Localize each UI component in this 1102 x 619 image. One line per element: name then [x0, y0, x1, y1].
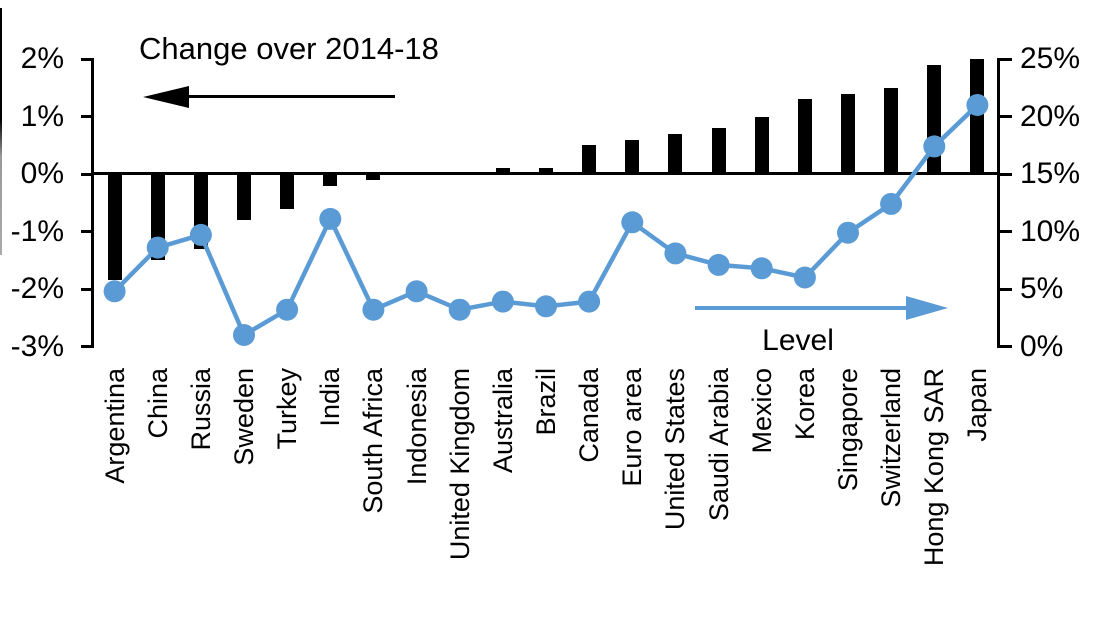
bar-korea	[797, 99, 812, 174]
category-label-india: India	[315, 368, 346, 427]
left-axis-tick-label: 1%	[20, 99, 64, 133]
category-label-euro-area: Euro area	[617, 368, 648, 487]
level-marker-united-states	[664, 242, 687, 265]
figure-edge-artifact	[0, 8, 2, 255]
right-axis-tick-label: 5%	[1020, 272, 1064, 305]
bar-russia	[193, 174, 208, 249]
level-label: Level	[762, 324, 834, 357]
category-label-saudi-arabia: Saudi Arabia	[703, 368, 734, 522]
left-axis-tick	[81, 172, 93, 176]
level-marker-brazil	[535, 295, 557, 318]
level-marker-argentina	[103, 280, 126, 303]
left-axis-tick	[81, 115, 93, 118]
category-label-korea: Korea	[789, 368, 820, 441]
left-axis-tick	[81, 345, 93, 348]
level-arrow-line	[695, 306, 913, 310]
category-label-sweden: Sweden	[229, 368, 259, 466]
right-axis-tick	[999, 115, 1012, 118]
right-axis-tick	[999, 287, 1012, 291]
level-marker-turkey	[276, 298, 299, 321]
category-label-mexico: Mexico	[746, 368, 777, 454]
category-label-switzerland: Switzerland	[876, 368, 907, 508]
level-marker-mexico	[750, 257, 773, 280]
bar-singapore	[841, 93, 855, 174]
chart-title: Change over 2014-18	[139, 31, 439, 66]
right-axis-tick-label: 0%	[1020, 329, 1064, 363]
left-axis-tick-label: 2%	[20, 42, 64, 75]
change-arrow-line	[175, 95, 395, 98]
bar-switzerland	[884, 87, 899, 174]
bar-south-africa	[366, 174, 381, 180]
category-label-argentina: Argentina	[99, 368, 130, 484]
right-axis-tick-label: 25%	[1020, 42, 1081, 75]
bar-india	[323, 174, 338, 186]
change-arrow-left-icon	[143, 86, 189, 108]
right-axis-tick-label: 15%	[1020, 157, 1081, 190]
bar-united-states	[668, 133, 683, 174]
right-axis-tick	[999, 57, 1012, 61]
level-marker-singapore	[837, 221, 859, 244]
level-arrow-right-icon	[906, 296, 948, 320]
level-marker-india	[319, 207, 342, 230]
bar-japan	[970, 59, 985, 174]
right-axis-tick-label: 10%	[1020, 214, 1081, 248]
category-label-united-kingdom: United Kingdom	[444, 368, 475, 561]
right-axis-tick	[999, 345, 1012, 348]
level-marker-south-africa	[362, 298, 385, 321]
category-label-brazil: Brazil	[531, 368, 561, 436]
bar-canada	[582, 145, 597, 174]
category-label-canada: Canada	[574, 368, 605, 463]
level-marker-united-kingdom	[448, 298, 471, 321]
left-axis-tick	[81, 230, 93, 233]
level-marker-switzerland	[880, 192, 903, 215]
right-axis-line	[997, 58, 1000, 348]
left-axis-tick	[81, 287, 93, 291]
category-label-united-states: United States	[660, 368, 691, 531]
level-marker-canada	[578, 290, 601, 313]
left-axis-tick-label: -3%	[10, 329, 64, 363]
category-label-turkey: Turkey	[272, 368, 303, 450]
right-axis-tick-label: 20%	[1020, 99, 1081, 133]
left-axis-tick-label: -1%	[10, 214, 64, 248]
bar-brazil	[539, 168, 553, 174]
bar-euro-area	[625, 139, 640, 174]
bar-australia	[495, 168, 510, 174]
level-marker-sweden	[233, 324, 255, 346]
level-marker-indonesia	[405, 280, 428, 303]
right-axis-tick	[999, 172, 1012, 176]
level-marker-saudi-arabia	[707, 253, 730, 276]
category-label-indonesia: Indonesia	[401, 368, 432, 486]
category-label-russia: Russia	[185, 368, 216, 451]
category-label-australia: Australia	[487, 368, 518, 474]
category-label-hong-kong-sar: Hong Kong SAR	[919, 368, 950, 567]
bar-mexico	[754, 116, 769, 174]
left-axis-line	[91, 58, 94, 348]
bar-sweden	[237, 174, 251, 220]
level-marker-korea	[793, 266, 816, 289]
bar-turkey	[280, 174, 295, 209]
category-label-singapore: Singapore	[833, 368, 863, 492]
bar-china	[150, 174, 165, 261]
level-marker-australia	[491, 290, 514, 313]
left-axis-tick-label: -2%	[10, 272, 64, 305]
right-axis-tick	[999, 230, 1012, 233]
left-axis-tick	[81, 57, 93, 61]
bar-hong-kong-sar	[927, 64, 942, 174]
bar-argentina	[107, 174, 122, 281]
level-marker-euro-area	[621, 211, 644, 234]
bar-saudi-arabia	[711, 128, 726, 174]
category-label-china: China	[142, 368, 173, 439]
left-axis-tick-label: 0%	[20, 157, 64, 190]
category-label-japan: Japan	[962, 368, 993, 442]
category-label-south-africa: South Africa	[358, 368, 389, 514]
